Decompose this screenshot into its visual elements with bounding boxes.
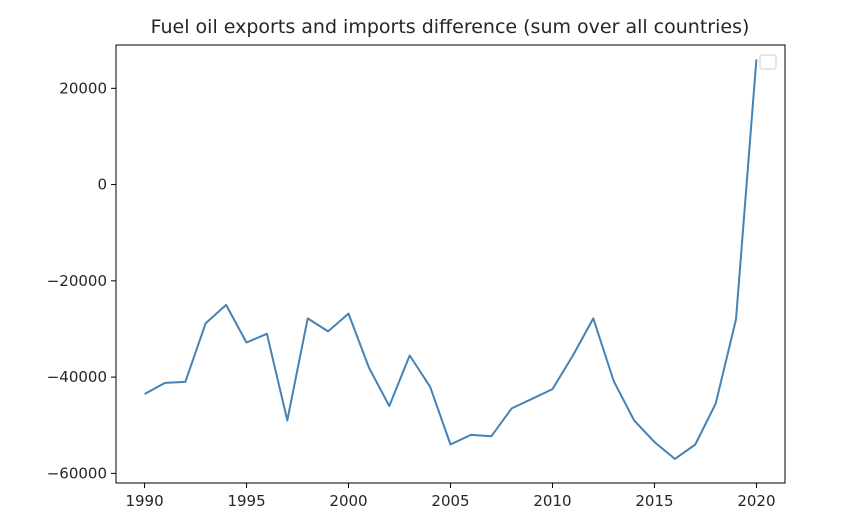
series-line <box>144 59 758 460</box>
x-tick-label: 2005 <box>431 492 469 510</box>
x-tick-label: 1995 <box>227 492 265 510</box>
x-tick-label: 2015 <box>635 492 673 510</box>
x-tick-label: 2020 <box>737 492 775 510</box>
axis-ticks: 1990 1995 2000 2005 2010 2015 2020 −60000 −40000… <box>47 79 776 510</box>
legend-box <box>759 54 777 70</box>
y-tick-label: −20000 <box>47 272 107 290</box>
plot-frame <box>115 44 786 484</box>
series-group <box>144 59 758 460</box>
y-tick-label: −40000 <box>47 368 107 386</box>
y-tick-label: 0 <box>97 176 107 194</box>
x-tick-label: 1990 <box>125 492 163 510</box>
y-tick-label: −60000 <box>47 464 107 482</box>
x-tick-label: 2010 <box>533 492 571 510</box>
y-tick-label: 20000 <box>59 79 107 97</box>
chart-title: Fuel oil exports and imports difference … <box>151 16 750 38</box>
x-tick-label: 2000 <box>329 492 367 510</box>
